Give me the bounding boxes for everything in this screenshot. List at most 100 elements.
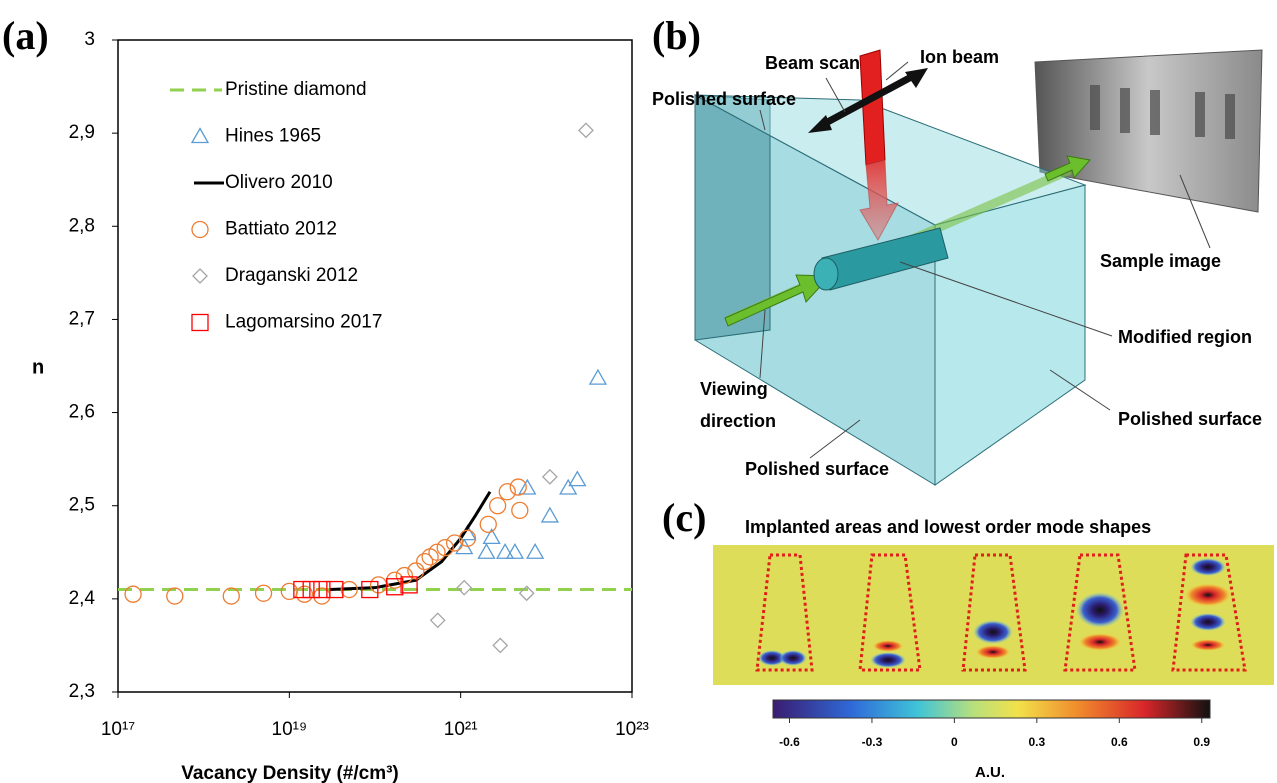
y-tick-label: 2,6 bbox=[69, 402, 95, 423]
viewing-arrow bbox=[724, 274, 832, 327]
point bbox=[436, 538, 454, 557]
point bbox=[416, 552, 434, 571]
point bbox=[518, 478, 537, 495]
box-dark-face bbox=[694, 94, 771, 341]
y-tick-label: 2,4 bbox=[69, 588, 96, 609]
y-tick-label: 2,9 bbox=[69, 122, 95, 143]
leader bbox=[759, 309, 766, 379]
point bbox=[222, 587, 240, 605]
point bbox=[295, 585, 314, 603]
panel-label: (c) bbox=[662, 495, 706, 540]
point bbox=[509, 478, 527, 496]
plot-frame bbox=[117, 39, 633, 693]
implant-outlines bbox=[755, 553, 1247, 672]
point bbox=[361, 580, 379, 599]
point bbox=[166, 587, 184, 605]
leader bbox=[759, 109, 766, 131]
panel-a: (a) n Vacancy Density (#/cm³) 2,3 2,4 2,5 2… bbox=[2, 13, 649, 783]
leader bbox=[885, 61, 909, 81]
colorbar-tick-label: -0.3 bbox=[862, 735, 883, 749]
colorbar-tick-label: 0 bbox=[951, 735, 958, 749]
panel-c: (c) Implanted areas and lowest order mod… bbox=[662, 495, 1274, 781]
y-tick-label: 3 bbox=[84, 29, 95, 50]
legend-label: Olivero 2010 bbox=[225, 172, 333, 193]
point bbox=[568, 470, 587, 487]
point bbox=[495, 542, 515, 559]
y-tick-label: 2,3 bbox=[69, 681, 95, 702]
point bbox=[190, 127, 210, 144]
modified-region bbox=[813, 227, 949, 291]
x-tick-label: 10¹⁷ bbox=[101, 719, 135, 740]
y-tick-label: 2,7 bbox=[69, 308, 95, 329]
point bbox=[428, 543, 446, 561]
legend-label: Hines 1965 bbox=[225, 126, 321, 147]
point bbox=[458, 529, 477, 547]
point bbox=[488, 497, 507, 515]
point bbox=[477, 542, 496, 559]
leader bbox=[1049, 369, 1111, 411]
point bbox=[302, 580, 320, 599]
point bbox=[492, 637, 509, 654]
label: direction bbox=[700, 411, 776, 431]
ion-beam-arrow bbox=[859, 159, 899, 242]
leader bbox=[809, 419, 861, 459]
point bbox=[578, 122, 594, 139]
leader bbox=[825, 77, 846, 113]
point bbox=[340, 580, 358, 599]
point bbox=[429, 612, 446, 629]
point bbox=[526, 542, 545, 559]
point bbox=[588, 368, 608, 385]
leader bbox=[1179, 174, 1211, 249]
colorbar-tick-label: 0.9 bbox=[1193, 735, 1210, 749]
legend-label: Draganski 2012 bbox=[225, 265, 358, 286]
point bbox=[254, 584, 273, 602]
legend-label: Battiato 2012 bbox=[225, 219, 337, 240]
label: Polished surface bbox=[652, 89, 796, 109]
legend-label: Pristine diamond bbox=[225, 79, 367, 100]
point bbox=[191, 220, 209, 239]
colorbar bbox=[772, 699, 1211, 719]
leader bbox=[899, 261, 1113, 337]
panel-title: Implanted areas and lowest order mode sh… bbox=[745, 517, 1151, 537]
point bbox=[192, 268, 208, 284]
point bbox=[386, 571, 404, 589]
beam-scan-arrow bbox=[808, 68, 928, 133]
point bbox=[400, 576, 418, 594]
box-right-face bbox=[934, 184, 1086, 486]
label: Beam scan bbox=[765, 53, 860, 73]
x-tick-label: 10²³ bbox=[615, 719, 649, 740]
exit-arrow bbox=[1044, 155, 1091, 182]
x-tick-label: 10²¹ bbox=[444, 719, 478, 740]
point bbox=[386, 578, 404, 596]
point bbox=[191, 313, 209, 332]
point bbox=[511, 501, 529, 520]
point bbox=[559, 478, 578, 495]
panel-label: (a) bbox=[2, 13, 49, 58]
y-axis-label: n bbox=[32, 356, 44, 378]
x-axis-label: Vacancy Density (#/cm³) bbox=[181, 763, 399, 783]
colorbar-tick-label: 0.3 bbox=[1029, 735, 1046, 749]
point bbox=[505, 542, 525, 559]
label: Polished surface bbox=[1118, 409, 1262, 429]
point bbox=[482, 528, 501, 545]
label: Sample image bbox=[1100, 251, 1221, 271]
y-tick-label: 2,8 bbox=[69, 215, 95, 236]
label: Polished surface bbox=[745, 459, 889, 479]
colorbar-label: A.U. bbox=[975, 764, 1005, 781]
sample-features bbox=[1090, 85, 1235, 139]
colorbar-tick-label: 0.6 bbox=[1111, 735, 1128, 749]
x-tick-label: 10¹⁹ bbox=[272, 719, 308, 740]
point bbox=[124, 585, 142, 603]
line bbox=[330, 490, 492, 592]
panel-label: (b) bbox=[652, 13, 701, 58]
point bbox=[498, 483, 516, 501]
point bbox=[395, 566, 413, 585]
colorbar-tick-label: -0.6 bbox=[779, 735, 800, 749]
legend-label: Lagomarsino 2017 bbox=[225, 312, 382, 333]
label: Viewing bbox=[700, 379, 768, 399]
point bbox=[445, 534, 464, 552]
point bbox=[518, 585, 535, 602]
box-top-face bbox=[694, 94, 1087, 226]
point bbox=[407, 562, 425, 580]
